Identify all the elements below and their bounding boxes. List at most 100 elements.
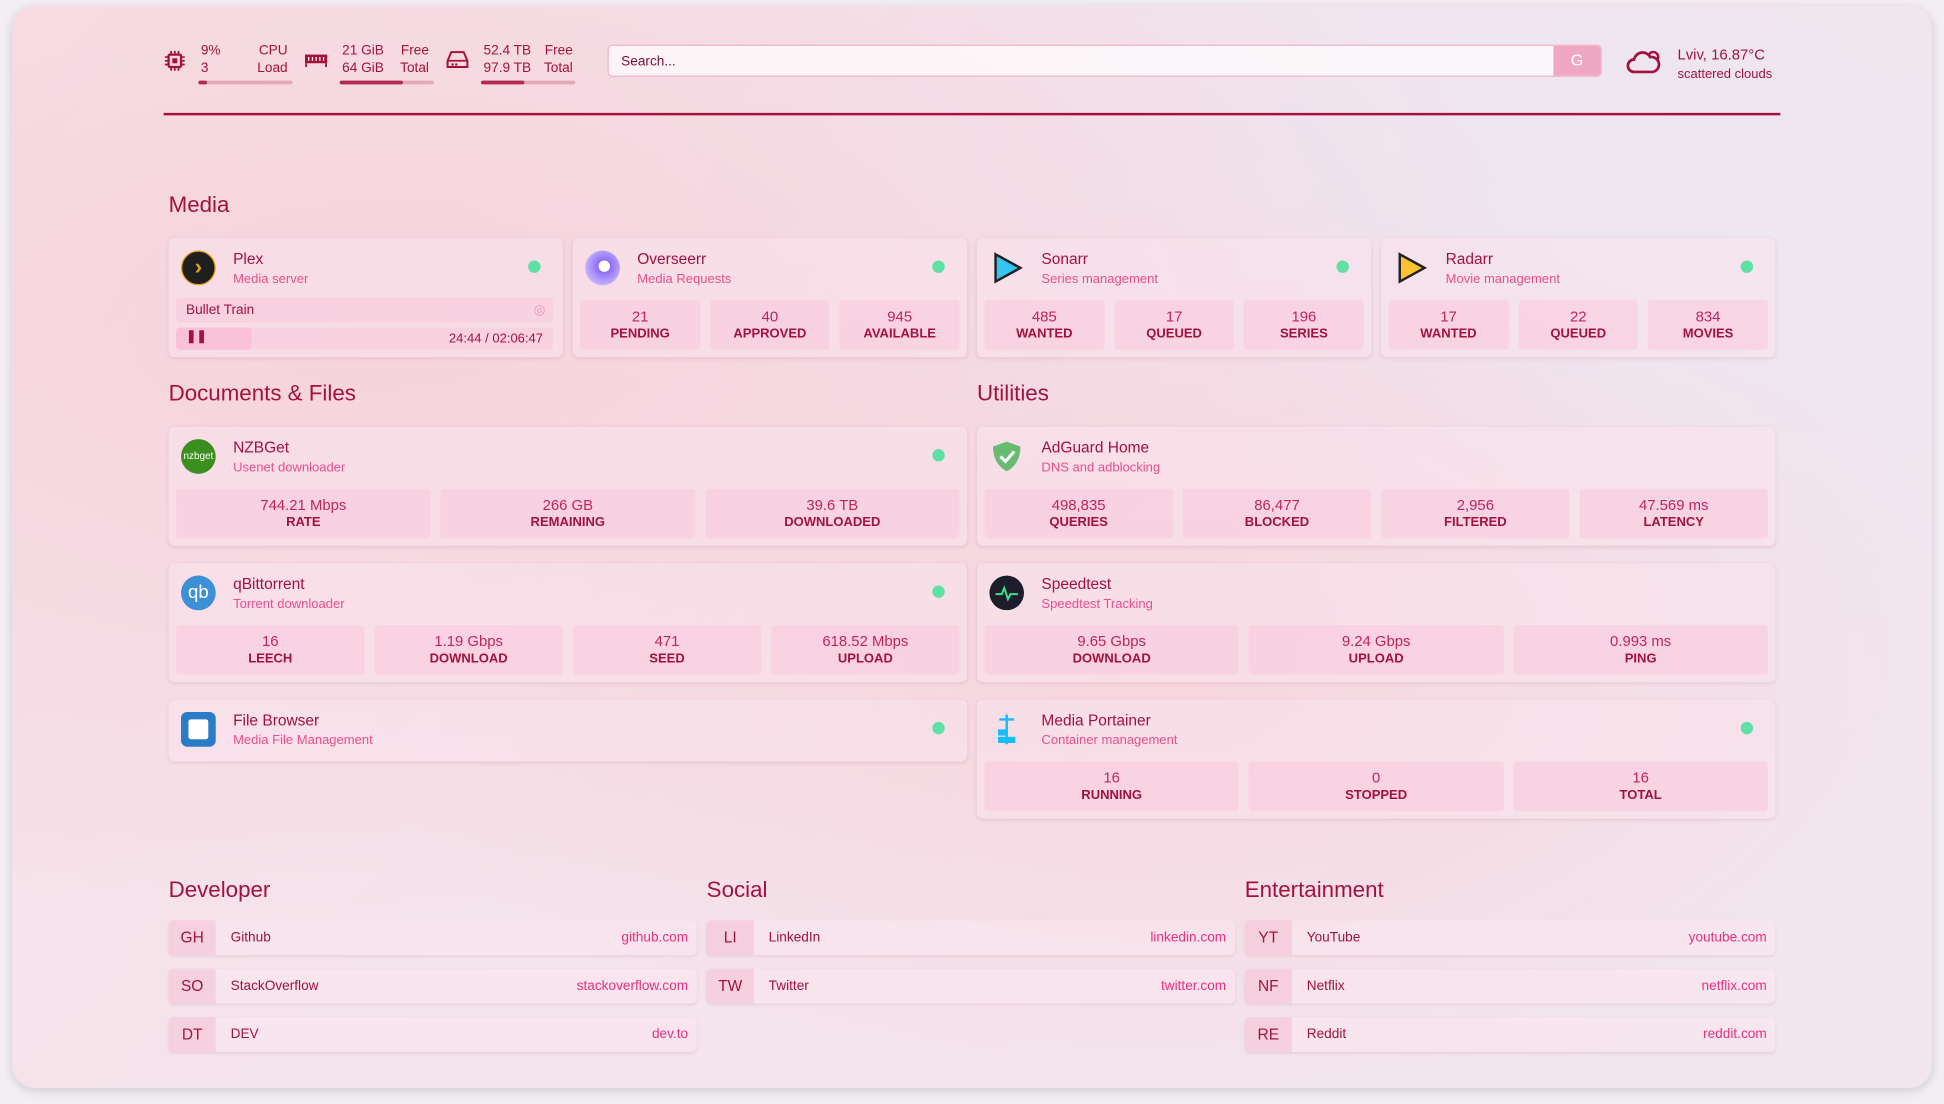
status-dot bbox=[528, 260, 541, 273]
stat-block: 47.569 ms LATENCY bbox=[1579, 488, 1768, 539]
stat-value: 39.6 TB bbox=[806, 496, 859, 514]
stat-value: 16 bbox=[261, 632, 279, 650]
service-card-plex[interactable]: › Plex Media server Bullet Train ◎ ❚❚ 24:… bbox=[168, 238, 563, 358]
search-input[interactable]: Search... G bbox=[607, 44, 1602, 77]
stat-value: 196 bbox=[1291, 307, 1317, 325]
service-card-file-browser[interactable]: File Browser Media File Management bbox=[168, 699, 968, 762]
stat-blocks: 485 WANTED 17 QUEUED 196 SERIES bbox=[984, 300, 1364, 350]
memory-icon bbox=[304, 54, 328, 67]
service-description: Media server bbox=[233, 271, 309, 287]
bookmark-reddit[interactable]: RE Reddit reddit.com bbox=[1244, 1017, 1776, 1052]
stat-block: 834 MOVIES bbox=[1648, 300, 1768, 350]
stat-value: 0.993 ms bbox=[1610, 632, 1672, 650]
service-card-media-portainer[interactable]: Media Portainer Container management 16 RUN… bbox=[976, 699, 1776, 819]
stat-label: SEED bbox=[649, 651, 685, 667]
bookmark-stackoverflow[interactable]: SO StackOverflow stackoverflow.com bbox=[168, 968, 697, 1004]
bookmark-linkedin[interactable]: LI LinkedIn linkedin.com bbox=[706, 920, 1235, 956]
now-playing: Bullet Train ◎ bbox=[176, 297, 553, 323]
stat-label: QUEUED bbox=[1550, 326, 1607, 342]
bookmark-name: Github bbox=[230, 930, 271, 946]
bookmark-url[interactable]: reddit.com bbox=[1703, 1027, 1767, 1042]
stat-label: APPROVED bbox=[733, 326, 807, 342]
bookmark-name: LinkedIn bbox=[768, 930, 821, 946]
stat-value: 471 bbox=[654, 632, 680, 650]
bookmark-url[interactable]: stackoverflow.com bbox=[576, 978, 689, 994]
stat-label: RUNNING bbox=[1081, 787, 1143, 803]
stat-label: DOWNLOAD bbox=[429, 651, 508, 667]
bookmark-github[interactable]: GH Github github.com bbox=[168, 920, 697, 956]
status-dot bbox=[932, 260, 945, 273]
weather-location-temp: Lviv, 16.87°C bbox=[1677, 45, 1766, 64]
stat-value: 0 bbox=[1372, 769, 1381, 787]
stat-label: WANTED bbox=[1016, 326, 1073, 342]
bookmark-youtube[interactable]: YT YouTube youtube.com bbox=[1244, 920, 1776, 956]
stat-block: 86,477 BLOCKED bbox=[1182, 488, 1372, 539]
stat-label: UPLOAD bbox=[837, 651, 893, 667]
file-browser-icon bbox=[181, 711, 216, 747]
stat-block: 22 QUEUED bbox=[1518, 300, 1639, 350]
bookmark-url[interactable]: youtube.com bbox=[1688, 930, 1767, 946]
disk-free-value: 52.4 TB bbox=[483, 43, 532, 59]
bookmark-dev[interactable]: DT DEV dev.to bbox=[168, 1017, 697, 1052]
section-documents: Documents & Files bbox=[168, 380, 356, 406]
stat-label: DOWNLOADED bbox=[784, 514, 881, 530]
stat-block: 16 LEECH bbox=[176, 625, 365, 675]
service-card-adguard-home[interactable]: AdGuard Home DNS and adblocking 498,835 QUE… bbox=[976, 426, 1776, 546]
cpu-label: CPU bbox=[258, 43, 288, 59]
stat-value: 16 bbox=[1632, 769, 1649, 787]
stat-label: LATENCY bbox=[1643, 514, 1704, 530]
bookmark-url[interactable]: dev.to bbox=[651, 1027, 689, 1042]
bookmark-name: Reddit bbox=[1306, 1027, 1347, 1042]
stat-label: MOVIES bbox=[1682, 326, 1734, 342]
service-name: qBittorrent bbox=[233, 575, 305, 593]
dashboard bbox=[12, 6, 1932, 1088]
search-provider-button[interactable]: G bbox=[1553, 45, 1601, 76]
bookmark-url[interactable]: linkedin.com bbox=[1150, 930, 1227, 946]
stat-blocks: 21 PENDING 40 APPROVED 945 AVAILABLE bbox=[580, 300, 960, 350]
section-entertainment: Entertainment bbox=[1244, 876, 1384, 902]
bookmark-abbr: DT bbox=[168, 1017, 216, 1052]
service-card-nzbget[interactable]: nzbget NZBGet Usenet downloader 744.21 Mbps… bbox=[168, 426, 968, 546]
cpu-value: 9% bbox=[200, 43, 221, 59]
service-description: Speedtest Tracking bbox=[1041, 596, 1153, 612]
bookmark-name: YouTube bbox=[1306, 930, 1361, 946]
stat-block: 471 SEED bbox=[572, 625, 762, 675]
disk-total-value: 97.9 TB bbox=[483, 60, 532, 76]
now-playing-title: Bullet Train bbox=[185, 302, 255, 318]
service-card-sonarr[interactable]: Sonarr Series management 485 WANTED 17 QUEUED… bbox=[976, 238, 1372, 358]
bookmark-netflix[interactable]: NF Netflix netflix.com bbox=[1244, 968, 1776, 1004]
stat-block: 39.6 TB DOWNLOADED bbox=[705, 488, 960, 539]
stat-block: 744.21 Mbps RATE bbox=[176, 488, 431, 539]
stat-block: 498,835 QUERIES bbox=[984, 488, 1173, 539]
bookmark-twitter[interactable]: TW Twitter twitter.com bbox=[706, 968, 1235, 1004]
stat-value: 945 bbox=[887, 307, 913, 325]
stat-label: PENDING bbox=[610, 326, 670, 342]
bookmark-url[interactable]: twitter.com bbox=[1160, 978, 1227, 994]
status-dot bbox=[932, 721, 945, 735]
pause-icon[interactable]: ❚❚ bbox=[185, 329, 207, 344]
total-label: Total bbox=[543, 60, 573, 76]
playback-progress bbox=[176, 327, 252, 350]
stat-label: QUERIES bbox=[1049, 514, 1108, 530]
service-card-radarr[interactable]: Radarr Movie management 17 WANTED 22 QUEUED 83… bbox=[1381, 238, 1776, 358]
stat-block: 16 TOTAL bbox=[1513, 761, 1768, 812]
service-card-overseerr[interactable]: Overseerr Media Requests 21 PENDING 40 APPROV… bbox=[572, 238, 968, 358]
service-name: Speedtest bbox=[1041, 575, 1112, 593]
service-description: Series management bbox=[1041, 271, 1158, 287]
search-placeholder: Search... bbox=[621, 54, 676, 70]
status-dot bbox=[1336, 260, 1349, 273]
stat-value: 498,835 bbox=[1051, 496, 1106, 514]
service-name: File Browser bbox=[233, 711, 320, 730]
radarr-icon bbox=[1398, 252, 1428, 284]
bookmark-url[interactable]: netflix.com bbox=[1701, 978, 1767, 994]
stat-block: 9.24 Gbps UPLOAD bbox=[1248, 625, 1504, 675]
adguard-icon bbox=[993, 441, 1021, 472]
nzbget-icon: nzbget bbox=[181, 439, 216, 474]
bookmark-url[interactable]: github.com bbox=[621, 930, 689, 946]
service-card-qbittorrent[interactable]: qb qBittorrent Torrent downloader 16 LEECH 1.… bbox=[168, 563, 968, 683]
stream-icon: ◎ bbox=[533, 302, 546, 318]
service-card-speedtest[interactable]: Speedtest Speedtest Tracking 9.65 Gbps DOWN… bbox=[976, 563, 1776, 683]
bookmark-name: StackOverflow bbox=[230, 978, 319, 994]
stat-value: 9.65 Gbps bbox=[1077, 632, 1147, 650]
service-name: Sonarr bbox=[1041, 250, 1088, 268]
